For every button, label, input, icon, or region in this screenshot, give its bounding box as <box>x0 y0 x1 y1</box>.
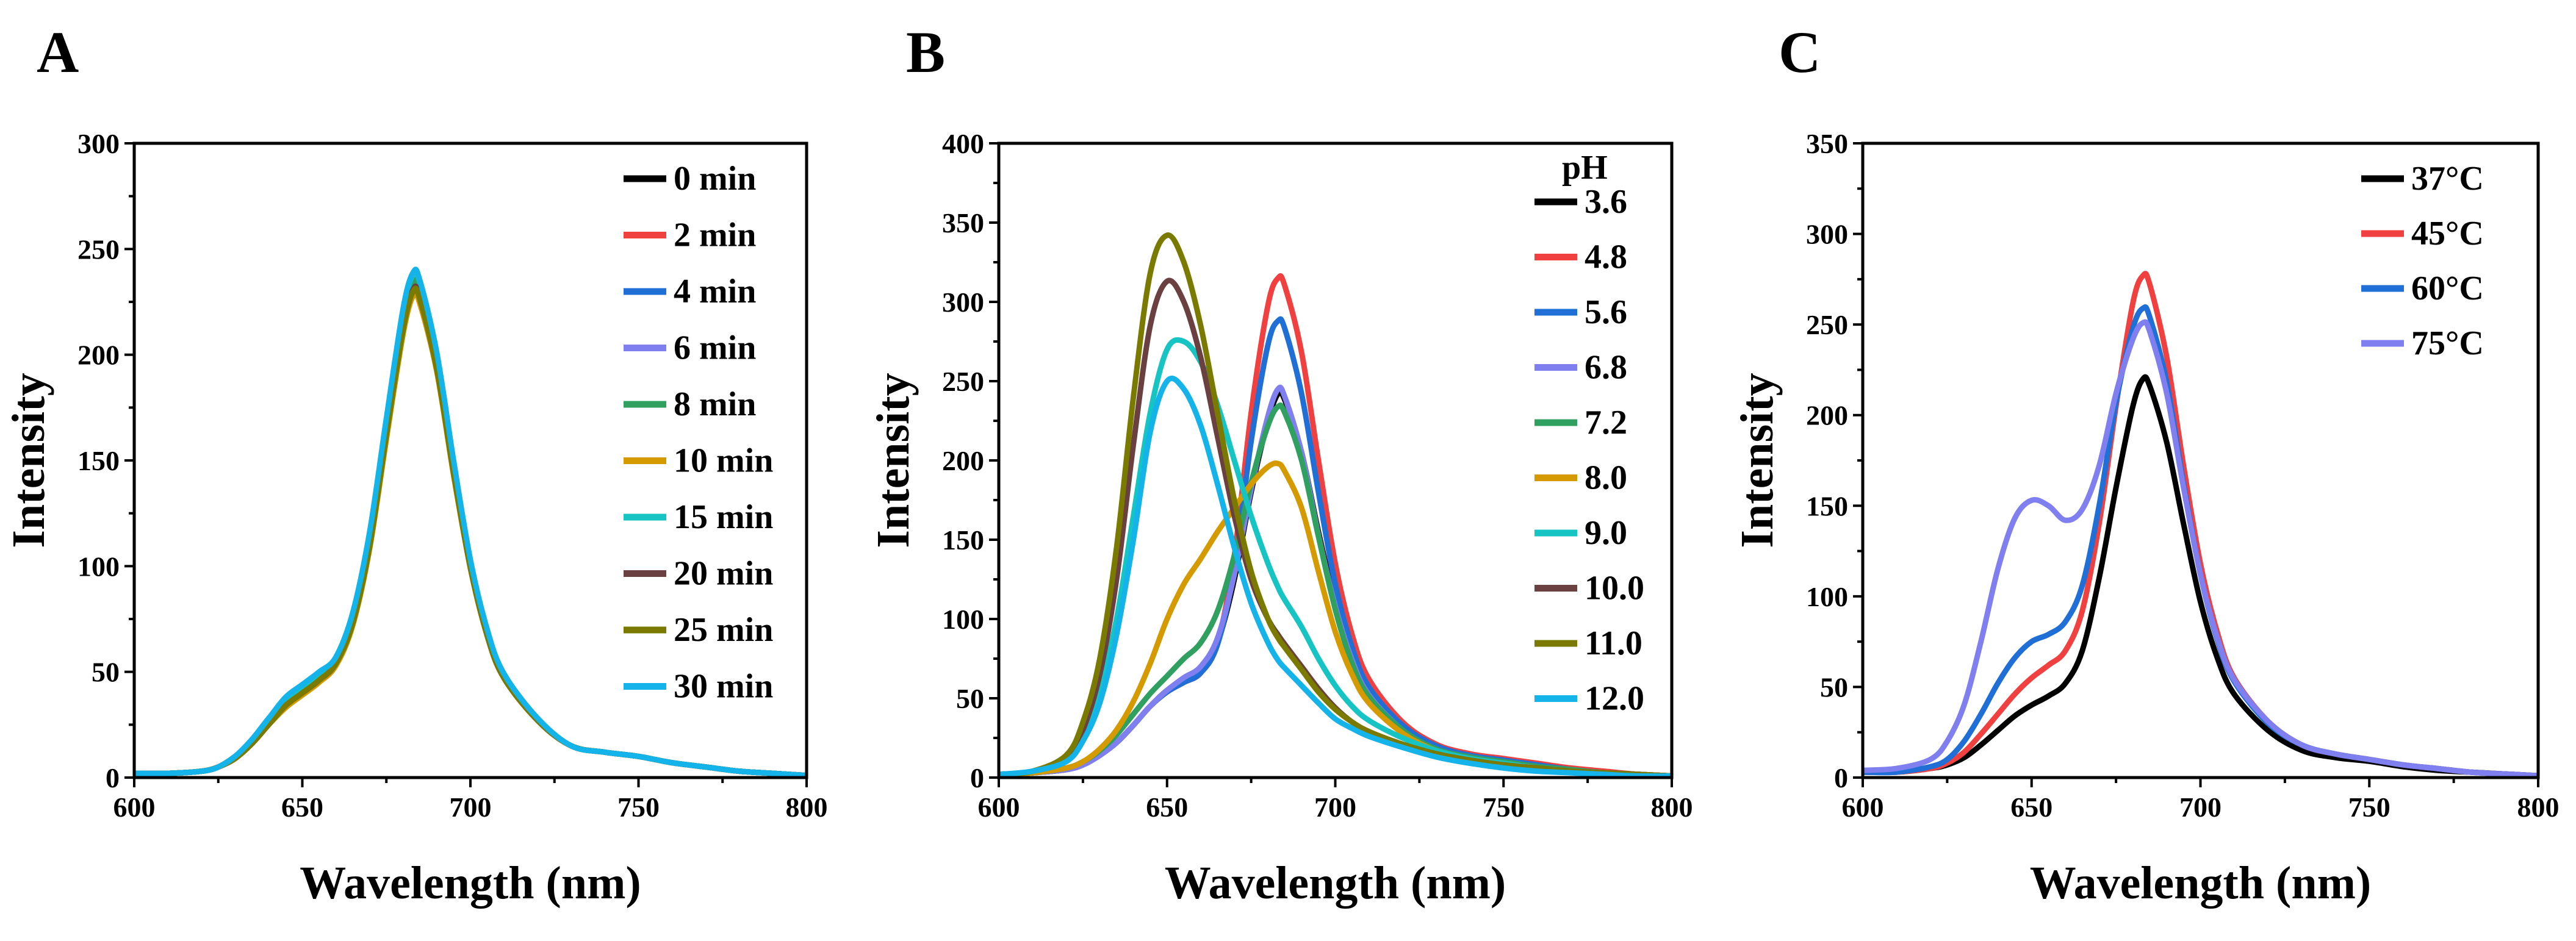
x-tick-label: 600 <box>1842 792 1884 823</box>
x-tick-label: 750 <box>2348 792 2391 823</box>
legend-label: 11.0 <box>1585 624 1642 662</box>
curves <box>1863 271 2538 778</box>
series-line-A-9 <box>134 267 807 778</box>
legend-label: 5.6 <box>1585 293 1627 331</box>
legend-label: 10.0 <box>1585 570 1644 607</box>
series-line-B-9 <box>999 375 1672 778</box>
x-tick-label: 600 <box>113 792 156 823</box>
y-axis-label: Intensity <box>868 373 919 548</box>
x-tick-label: 750 <box>1483 792 1525 823</box>
legend-label: 10 min <box>674 442 773 480</box>
legend-label: 3.6 <box>1585 183 1627 221</box>
y-tick-label: 100 <box>1806 581 1848 612</box>
y-tick-label: 300 <box>1806 219 1848 250</box>
x-tick-label: 800 <box>2517 792 2560 823</box>
legend-label: 6.8 <box>1585 349 1627 387</box>
y-tick-label: 100 <box>77 551 120 582</box>
y-tick-label: 250 <box>942 366 984 397</box>
legend-label: 4.8 <box>1585 238 1627 276</box>
y-tick-label: 350 <box>942 207 984 238</box>
x-tick-label: 650 <box>2010 792 2053 823</box>
legend-label: 2 min <box>674 216 756 254</box>
legend: 0 min 2 min 4 min 6 min 8 min 10 min 15 min 20 … <box>624 160 773 706</box>
x-axis-label: Wavelength (nm) <box>2030 857 2371 909</box>
y-tick-label: 150 <box>942 524 984 556</box>
y-tick-label: 150 <box>1806 490 1848 521</box>
y-tick-label: 200 <box>942 445 984 476</box>
legend-label: 8 min <box>674 385 756 423</box>
legend-label: 45°C <box>2411 215 2484 252</box>
y-tick-label: 50 <box>92 657 120 688</box>
y-tick-label: 400 <box>942 128 984 159</box>
legend-label: 0 min <box>674 160 756 198</box>
panel-label-C: C <box>1779 20 1821 85</box>
y-tick-label: 150 <box>77 445 120 476</box>
y-tick-label: 300 <box>942 287 984 318</box>
x-tick-label: 650 <box>281 792 323 823</box>
y-tick-label: 250 <box>1806 309 1848 340</box>
legend-label: 25 min <box>674 611 773 649</box>
y-tick-label: 200 <box>77 340 120 371</box>
panel-label-A: A <box>37 20 79 85</box>
x-tick-label: 700 <box>450 792 492 823</box>
y-tick-label: 300 <box>77 128 120 159</box>
legend-label: 7.2 <box>1585 404 1627 442</box>
legend-label: 30 min <box>674 668 773 706</box>
y-tick-label: 350 <box>1806 128 1848 159</box>
x-tick-label: 800 <box>786 792 828 823</box>
legend: pH3.6 4.8 5.6 6.8 7.2 8.0 9.0 10.0 11.0 12.0 <box>1534 149 1644 718</box>
x-axis-label: Wavelength (nm) <box>300 857 641 909</box>
y-tick-label: 200 <box>1806 400 1848 431</box>
x-tick-label: 800 <box>1651 792 1693 823</box>
series-line-B-8 <box>999 232 1672 778</box>
panel-C: C 600 650 700 750 800 0 50 100 150 200 250 300 350 Wav… <box>1732 20 2560 909</box>
legend-label: 37°C <box>2411 160 2484 198</box>
y-tick-label: 50 <box>956 683 984 714</box>
legend-label: 12.0 <box>1585 680 1644 718</box>
legend-label: 6 min <box>674 329 756 367</box>
x-tick-label: 650 <box>1146 792 1188 823</box>
y-tick-label: 0 <box>970 762 984 793</box>
x-tick-label: 750 <box>617 792 660 823</box>
legend-label: 15 min <box>674 498 773 536</box>
panel-B: B 600 650 700 750 800 0 50 100 150 200 250 300 350 400… <box>868 20 1693 909</box>
x-tick-label: 600 <box>978 792 1020 823</box>
legend: 37°C 45°C 60°C 75°C <box>2361 160 2484 362</box>
legend-label: 75°C <box>2411 324 2484 362</box>
legend-title: pH <box>1562 149 1608 187</box>
legend-label: 20 min <box>674 555 773 593</box>
x-tick-label: 700 <box>1314 792 1356 823</box>
x-tick-label: 700 <box>2179 792 2222 823</box>
curves <box>134 267 807 778</box>
series-line-C-3 <box>1863 319 2538 778</box>
y-axis-label: Intensity <box>3 373 54 548</box>
legend-label: 60°C <box>2411 270 2484 307</box>
x-axis-label: Wavelength (nm) <box>1165 857 1506 909</box>
panel-label-B: B <box>906 20 945 85</box>
legend-label: 8.0 <box>1585 459 1627 497</box>
y-tick-label: 0 <box>106 762 120 793</box>
curves <box>999 232 1672 778</box>
y-tick-label: 50 <box>1820 671 1848 703</box>
y-tick-label: 0 <box>1834 762 1848 793</box>
y-tick-label: 250 <box>77 234 120 265</box>
y-tick-label: 100 <box>942 604 984 635</box>
legend-label: 4 min <box>674 273 756 310</box>
y-axis-label: Intensity <box>1732 373 1783 548</box>
panel-A: A 600 650 700 750 800 0 50 100 150 200 250 300 Wavele… <box>3 20 828 909</box>
legend-label: 9.0 <box>1585 514 1627 552</box>
